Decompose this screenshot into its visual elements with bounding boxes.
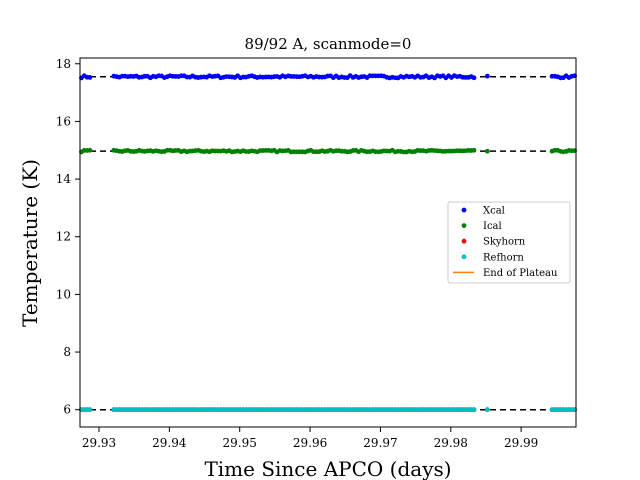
- y-tick-label: 8: [63, 345, 71, 359]
- y-tick-label: 16: [56, 114, 71, 128]
- plot-area: [79, 57, 577, 428]
- legend-point-marker: [461, 223, 467, 229]
- x-tick-label: 29.96: [293, 436, 327, 450]
- legend-point-marker: [461, 238, 467, 244]
- legend-point-marker: [461, 207, 467, 213]
- x-axis-ticks: 29.93 29.94 29.95 29.96 29.97 29.98 29.99: [82, 427, 538, 450]
- point-xcal: [484, 73, 490, 79]
- point-ical: [87, 147, 93, 153]
- legend-label: Ical: [483, 221, 502, 232]
- point-ical: [484, 148, 490, 154]
- point-ical: [471, 147, 477, 153]
- legend-label: Skyhorn: [483, 237, 526, 248]
- legend-box: [447, 201, 571, 284]
- legend-entries: Xcal Ical Skyhorn Refhorn End of Plateau: [453, 206, 558, 279]
- y-tick-label: 12: [56, 230, 71, 244]
- x-tick-label: 29.94: [152, 436, 187, 450]
- legend-label: Refhorn: [483, 252, 524, 263]
- legend: Xcal Ical Skyhorn Refhorn End of Plateau: [447, 201, 571, 284]
- legend-label: End of Plateau: [483, 268, 558, 279]
- point-xcal: [471, 75, 477, 81]
- x-axis-label: Time Since APCO (days): [204, 457, 451, 480]
- y-tick-label: 18: [56, 57, 71, 71]
- x-tick-label: 29.98: [434, 436, 468, 450]
- x-tick-label: 29.95: [223, 436, 257, 450]
- y-tick-label: 10: [56, 287, 71, 301]
- point-xcal: [87, 75, 93, 80]
- chart-title: 89/92 A, scanmode=0: [245, 35, 412, 53]
- legend-point-marker: [461, 254, 467, 260]
- point-refhorn: [471, 407, 477, 413]
- y-tick-label: 6: [63, 403, 71, 417]
- x-tick-label: 29.97: [363, 436, 397, 450]
- y-axis-ticks: 6 8 10 12 14 16 18: [56, 57, 80, 417]
- plot-frame: [79, 57, 577, 428]
- point-refhorn: [484, 407, 490, 413]
- y-axis-label: Temperature (K): [18, 159, 42, 327]
- legend-label: Xcal: [483, 206, 505, 217]
- x-tick-label: 29.99: [504, 436, 538, 450]
- x-tick-label: 29.93: [82, 436, 116, 450]
- data-points: [79, 73, 577, 413]
- point-refhorn: [87, 407, 93, 413]
- y-tick-label: 14: [56, 172, 72, 186]
